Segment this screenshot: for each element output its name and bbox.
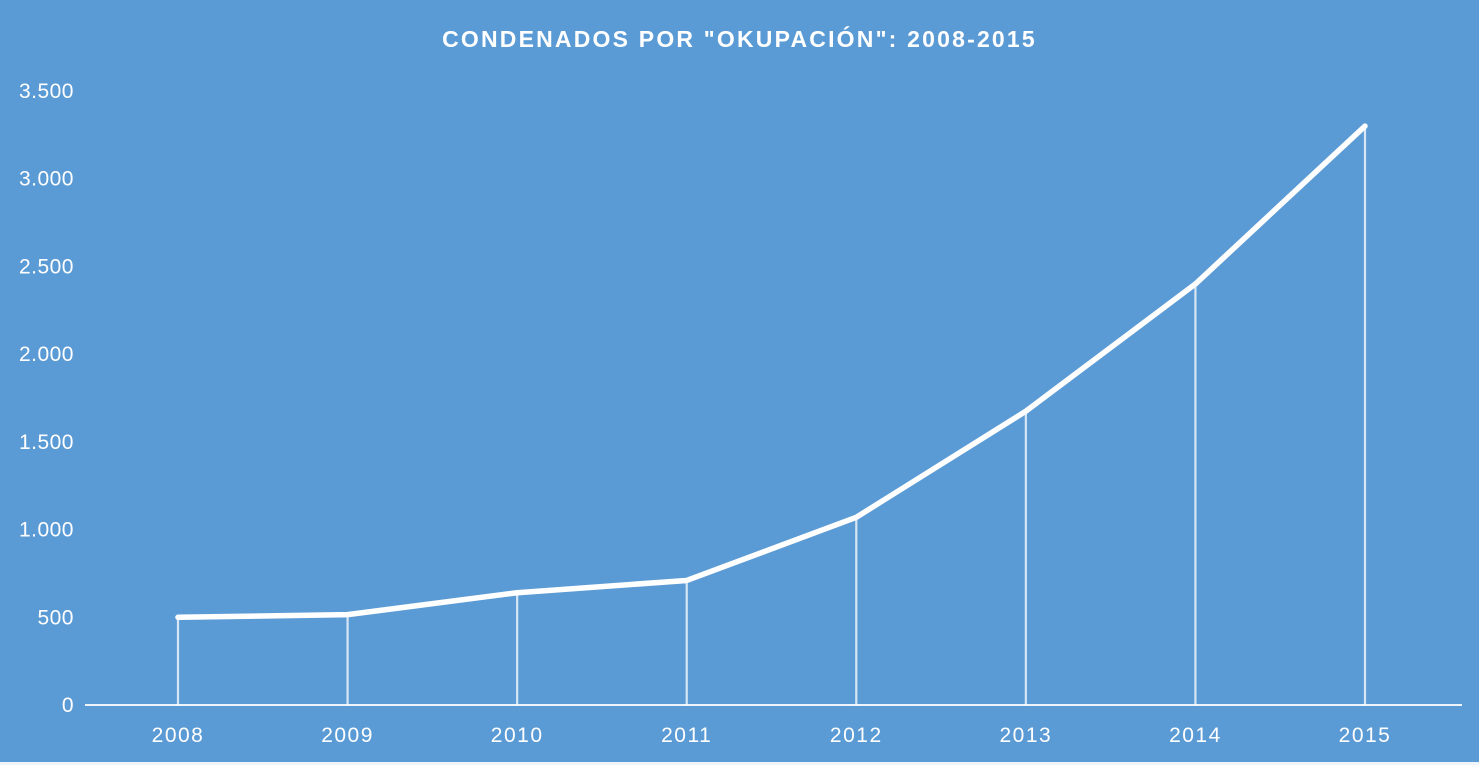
x-tick-label: 2014 [1169, 724, 1222, 747]
x-tick-label: 2011 [661, 724, 712, 747]
x-tick-label: 2015 [1339, 724, 1392, 747]
x-tick-label: 2010 [491, 724, 544, 747]
y-tick-label: 3.500 [19, 80, 74, 103]
y-tick-label: 0 [62, 694, 74, 717]
y-tick-label: 2.500 [19, 255, 74, 278]
y-tick-label: 1.500 [19, 431, 74, 454]
x-tick-label: 2008 [152, 724, 205, 747]
y-tick-label: 500 [37, 606, 74, 629]
x-tick-label: 2012 [830, 724, 883, 747]
y-tick-label: 3.000 [19, 168, 74, 191]
bottom-border [0, 762, 1479, 765]
y-tick-label: 1.000 [19, 519, 74, 542]
y-tick-label: 2.000 [19, 343, 74, 366]
x-tick-label: 2013 [999, 724, 1052, 747]
chart-title: CONDENADOS POR "OKUPACIÓN": 2008-2015 [442, 26, 1037, 52]
x-tick-label: 2009 [321, 724, 374, 747]
data-series-line [175, 123, 1368, 621]
